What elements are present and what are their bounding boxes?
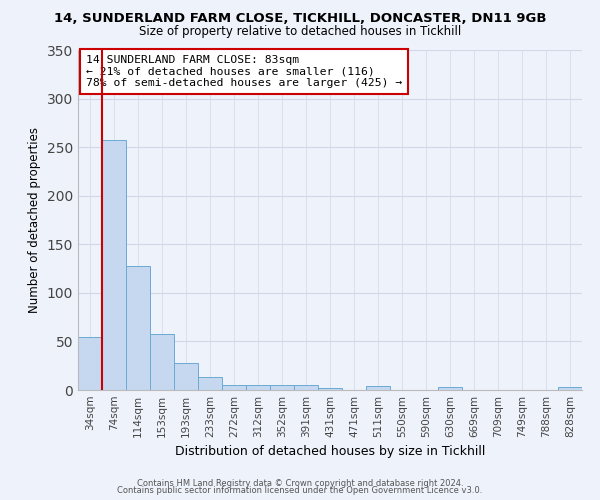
Bar: [222, 385, 246, 390]
Bar: [78, 336, 102, 390]
Text: 14, SUNDERLAND FARM CLOSE, TICKHILL, DONCASTER, DN11 9GB: 14, SUNDERLAND FARM CLOSE, TICKHILL, DON…: [54, 12, 546, 26]
Bar: [270, 385, 294, 390]
Bar: [246, 385, 270, 390]
Bar: [126, 266, 150, 390]
Bar: [102, 140, 126, 390]
Bar: [318, 388, 342, 390]
Text: Size of property relative to detached houses in Tickhill: Size of property relative to detached ho…: [139, 25, 461, 38]
Text: Contains public sector information licensed under the Open Government Licence v3: Contains public sector information licen…: [118, 486, 482, 495]
Bar: [366, 386, 390, 390]
Bar: [438, 387, 462, 390]
Bar: [294, 385, 318, 390]
X-axis label: Distribution of detached houses by size in Tickhill: Distribution of detached houses by size …: [175, 446, 485, 458]
Y-axis label: Number of detached properties: Number of detached properties: [28, 127, 41, 313]
Bar: [150, 334, 174, 390]
Bar: [198, 378, 222, 390]
Bar: [174, 363, 198, 390]
Bar: [558, 387, 582, 390]
Text: 14 SUNDERLAND FARM CLOSE: 83sqm
← 21% of detached houses are smaller (116)
78% o: 14 SUNDERLAND FARM CLOSE: 83sqm ← 21% of…: [86, 55, 402, 88]
Text: Contains HM Land Registry data © Crown copyright and database right 2024.: Contains HM Land Registry data © Crown c…: [137, 478, 463, 488]
